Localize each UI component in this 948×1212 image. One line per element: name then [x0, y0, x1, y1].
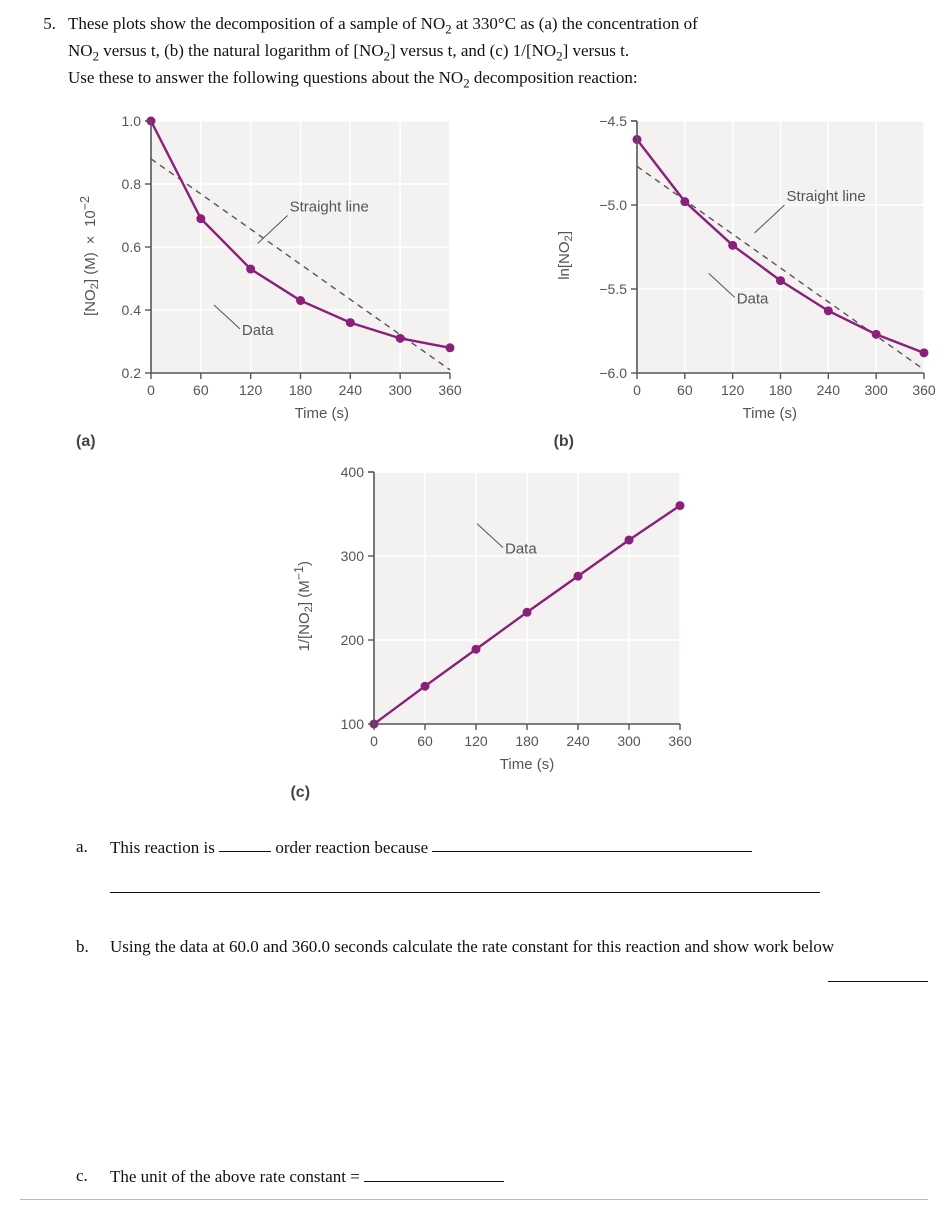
subq-c-body: The unit of the above rate constant = — [110, 1164, 928, 1189]
stem-l3b: decomposition reaction: — [470, 68, 638, 87]
question-text: These plots show the decomposition of a … — [68, 12, 928, 93]
chart-b-panel-label: (b) — [554, 430, 936, 453]
sub-questions: a. This reaction is order reaction becau… — [76, 835, 928, 1190]
svg-text:0: 0 — [633, 382, 641, 398]
chart-c-block: 1/[NO2] (M−1) 0 60 120 180 240 300 360 100 200 30… — [290, 462, 713, 805]
blank-order[interactable] — [219, 835, 271, 853]
svg-text:−5.5: −5.5 — [599, 281, 627, 297]
subq-a-body: This reaction is order reaction because — [110, 835, 928, 894]
blank-because-2[interactable] — [110, 866, 820, 893]
svg-text:−4.5: −4.5 — [599, 113, 627, 129]
svg-text:180: 180 — [515, 733, 539, 749]
work-area[interactable] — [110, 982, 928, 1122]
blank-because-1[interactable] — [432, 835, 752, 853]
question-stem: 5. These plots show the decomposition of… — [20, 12, 928, 93]
svg-text:120: 120 — [239, 382, 263, 398]
svg-text:300: 300 — [864, 382, 888, 398]
svg-text:1.0: 1.0 — [122, 113, 142, 129]
question-number: 5. — [20, 12, 56, 37]
svg-text:360: 360 — [439, 382, 463, 398]
subq-b-letter: b. — [76, 935, 96, 1121]
svg-text:120: 120 — [721, 382, 745, 398]
svg-text:360: 360 — [912, 382, 936, 398]
blank-rate-constant[interactable] — [828, 964, 928, 982]
svg-text:300: 300 — [617, 733, 641, 749]
chart-a-svg: 0 60 120 180 240 300 360 0.2 0.4 0.6 0.8 1.0 Straigh… — [107, 111, 462, 401]
svg-text:−5.0: −5.0 — [599, 197, 627, 213]
svg-text:Data: Data — [737, 290, 769, 307]
svg-text:0.2: 0.2 — [122, 365, 142, 381]
stem-l2d: ] versus t. — [563, 41, 630, 60]
svg-text:−6.0: −6.0 — [599, 365, 627, 381]
svg-text:100: 100 — [340, 716, 364, 732]
svg-text:60: 60 — [417, 733, 433, 749]
svg-text:0.4: 0.4 — [122, 302, 142, 318]
svg-text:0: 0 — [147, 382, 155, 398]
chart-a-block: [NO2] (M) × 10−2 0 60 120 180 240 300 360 0.2 0.… — [76, 111, 528, 454]
svg-text:Data: Data — [242, 322, 274, 339]
chart-a-panel-label: (a) — [76, 430, 528, 453]
chart-a-xlabel: Time (s) — [116, 403, 528, 425]
svg-text:0.8: 0.8 — [122, 176, 142, 192]
svg-text:180: 180 — [289, 382, 313, 398]
svg-text:Straight line: Straight line — [290, 198, 369, 215]
subq-a-letter: a. — [76, 835, 96, 894]
page-bottom-rule — [20, 1199, 928, 1200]
chart-b-xlabel: Time (s) — [604, 403, 936, 425]
svg-text:120: 120 — [464, 733, 488, 749]
stem-l1b: at 330°C as (a) the concentration of — [452, 14, 698, 33]
svg-text:Data: Data — [505, 540, 537, 557]
stem-l1a: These plots show the decomposition of a … — [68, 14, 445, 33]
subq-c: c. The unit of the above rate constant = — [76, 1164, 928, 1189]
subq-a-pre: This reaction is — [110, 837, 219, 856]
blank-unit[interactable] — [364, 1164, 504, 1182]
chart-b-ylabel: ln[NO2] — [554, 231, 577, 280]
top-row-charts: [NO2] (M) × 10−2 0 60 120 180 240 300 360 0.2 0.… — [76, 111, 928, 454]
chart-c-ylabel: 1/[NO2] (M−1) — [290, 561, 317, 652]
svg-text:300: 300 — [389, 382, 413, 398]
subq-a-mid: order reaction because — [271, 837, 432, 856]
svg-text:360: 360 — [668, 733, 692, 749]
figure-area: [NO2] (M) × 10−2 0 60 120 180 240 300 360 0.2 0.… — [76, 111, 928, 805]
stem-l2c: ] versus t, and (c) 1/[NO — [390, 41, 556, 60]
bottom-row-chart: 1/[NO2] (M−1) 0 60 120 180 240 300 360 100 200 30… — [76, 462, 928, 805]
svg-text:400: 400 — [340, 464, 364, 480]
chart-b-svg: 0 60 120 180 240 300 360 −6.0 −5.5 −5.0 −4.5 Straig… — [581, 111, 936, 401]
svg-text:240: 240 — [817, 382, 841, 398]
subq-a: a. This reaction is order reaction becau… — [76, 835, 928, 894]
chart-c-xlabel: Time (s) — [340, 754, 713, 776]
svg-text:0: 0 — [370, 733, 378, 749]
svg-text:300: 300 — [340, 548, 364, 564]
svg-text:180: 180 — [769, 382, 793, 398]
subq-c-letter: c. — [76, 1164, 96, 1189]
chart-b-block: ln[NO2] 0 60 120 180 240 300 360 −6.0 −5.5 −5.0 −4… — [554, 111, 936, 454]
svg-text:60: 60 — [193, 382, 209, 398]
svg-text:60: 60 — [677, 382, 693, 398]
subq-b-body: Using the data at 60.0 and 360.0 seconds… — [110, 935, 928, 1121]
svg-text:Straight line: Straight line — [786, 188, 865, 205]
svg-text:0.6: 0.6 — [122, 239, 142, 255]
subq-b: b. Using the data at 60.0 and 360.0 seco… — [76, 935, 928, 1121]
svg-text:200: 200 — [340, 632, 364, 648]
stem-l2b: versus t, (b) the natural logarithm of [… — [99, 41, 384, 60]
chart-a-ylabel: [NO2] (M) × 10−2 — [76, 196, 103, 316]
svg-text:240: 240 — [339, 382, 363, 398]
subq-b-text: Using the data at 60.0 and 360.0 seconds… — [110, 937, 834, 956]
chart-c-svg: 0 60 120 180 240 300 360 100 200 300 400 Data — [322, 462, 692, 752]
chart-c-panel-label: (c) — [290, 781, 713, 804]
stem-l3a: Use these to answer the following questi… — [68, 68, 463, 87]
svg-text:240: 240 — [566, 733, 590, 749]
stem-l2a: NO — [68, 41, 93, 60]
